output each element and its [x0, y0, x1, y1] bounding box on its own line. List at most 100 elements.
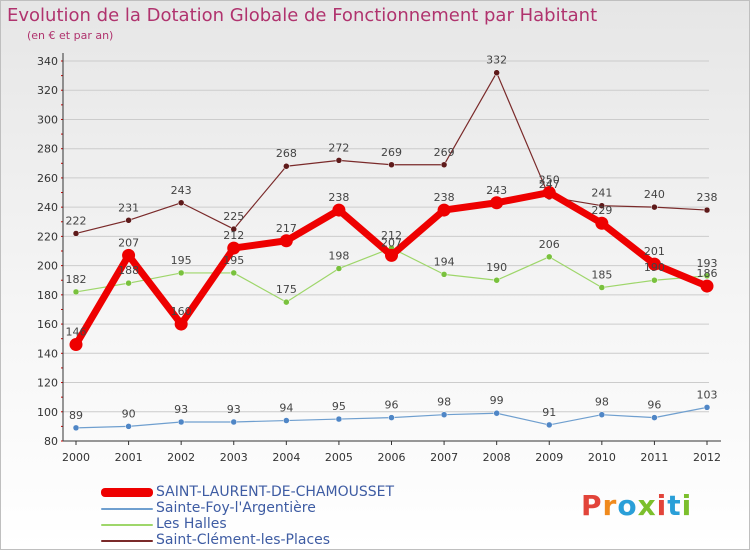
data-label: 98 — [437, 396, 451, 409]
data-point — [546, 253, 553, 261]
x-tick-label: 2011 — [640, 451, 668, 464]
data-label: 243 — [486, 184, 507, 197]
data-label: 98 — [595, 396, 609, 409]
legend-label: Les Halles — [156, 516, 227, 532]
data-point — [122, 248, 136, 262]
data-label: 99 — [490, 394, 504, 407]
legend-swatch — [101, 540, 153, 542]
data-label: 190 — [644, 261, 665, 274]
data-point — [598, 411, 606, 418]
data-point — [230, 418, 237, 426]
data-point — [388, 414, 395, 421]
data-label: 195 — [171, 254, 192, 267]
data-point — [283, 162, 290, 170]
data-label: 94 — [279, 402, 293, 415]
y-tick-label: 320 — [37, 84, 58, 97]
data-label: 217 — [276, 222, 297, 235]
data-label: 194 — [434, 255, 455, 268]
legend-swatch — [101, 524, 153, 526]
y-tick-label: 200 — [37, 260, 58, 273]
chart-subtitle: (en € et par an) — [27, 29, 114, 42]
data-point — [72, 288, 80, 296]
proxiti-logo: Proxiti — [581, 489, 692, 522]
data-point — [493, 409, 500, 417]
data-point — [703, 206, 711, 214]
x-tick-label: 2002 — [167, 451, 195, 464]
data-point — [230, 225, 237, 233]
data-label: 212 — [223, 229, 244, 242]
data-point — [490, 196, 504, 210]
data-point — [440, 161, 448, 169]
data-point — [227, 241, 241, 255]
data-point — [440, 411, 448, 418]
x-tick-label: 2003 — [220, 451, 248, 464]
data-point — [703, 404, 711, 411]
logo-letter: o — [617, 489, 638, 522]
legend-swatch — [101, 488, 153, 497]
data-label: 269 — [434, 146, 455, 159]
data-point — [440, 271, 448, 278]
legend-label: Saint-Clément-les-Places — [156, 532, 331, 548]
data-point — [493, 69, 500, 76]
data-point — [335, 415, 343, 423]
data-label: 188 — [118, 264, 139, 277]
logo-letter: i — [656, 489, 668, 522]
data-point — [332, 203, 346, 217]
data-label: 238 — [434, 191, 455, 204]
data-point — [177, 418, 185, 426]
y-tick-label: 180 — [37, 289, 58, 302]
x-tick-label: 2012 — [693, 451, 721, 464]
data-point — [651, 203, 658, 211]
data-label: 93 — [227, 403, 241, 416]
data-label: 243 — [171, 184, 192, 197]
data-label: 175 — [276, 283, 297, 296]
y-tick-label: 140 — [37, 347, 58, 360]
y-tick-label: 280 — [37, 143, 58, 156]
logo-letter: r — [602, 489, 618, 522]
data-label: 207 — [118, 236, 139, 249]
data-label: 201 — [644, 245, 665, 258]
data-label: 212 — [381, 229, 402, 242]
logo-letter: i — [681, 489, 693, 522]
data-point — [647, 257, 661, 271]
data-label: 190 — [486, 261, 507, 274]
logo-letter: P — [581, 489, 603, 522]
x-tick-label: 2004 — [272, 451, 300, 464]
data-label: 269 — [381, 146, 402, 159]
data-point — [598, 284, 606, 291]
data-label: 272 — [328, 141, 349, 154]
data-label: 225 — [223, 210, 244, 223]
data-point — [388, 161, 395, 169]
data-label: 103 — [697, 388, 718, 401]
data-point — [125, 217, 132, 224]
data-label: 268 — [276, 147, 297, 160]
data-label: 332 — [486, 54, 507, 67]
y-tick-label: 300 — [37, 113, 58, 126]
data-point — [125, 279, 132, 287]
data-label: 207 — [381, 236, 402, 249]
data-label: 185 — [591, 269, 612, 282]
y-tick-label: 160 — [37, 318, 58, 331]
data-label: 247 — [539, 178, 560, 191]
data-point — [174, 317, 188, 331]
data-label: 90 — [122, 407, 136, 420]
data-label: 95 — [332, 400, 346, 413]
data-point — [279, 234, 293, 248]
data-point — [69, 338, 83, 352]
y-tick-label: 220 — [37, 230, 58, 243]
data-point — [72, 424, 80, 432]
data-label: 229 — [591, 204, 612, 217]
y-tick-label: 120 — [37, 377, 58, 390]
series-line — [72, 189, 711, 349]
data-point — [437, 203, 451, 217]
x-tick-label: 2001 — [115, 451, 143, 464]
x-tick-label: 2006 — [378, 451, 406, 464]
data-label: 193 — [697, 257, 718, 270]
logo-letter: x — [637, 489, 657, 522]
data-point — [230, 269, 237, 277]
data-label: 96 — [385, 399, 399, 412]
data-point — [493, 276, 500, 284]
data-label: 182 — [66, 273, 87, 286]
